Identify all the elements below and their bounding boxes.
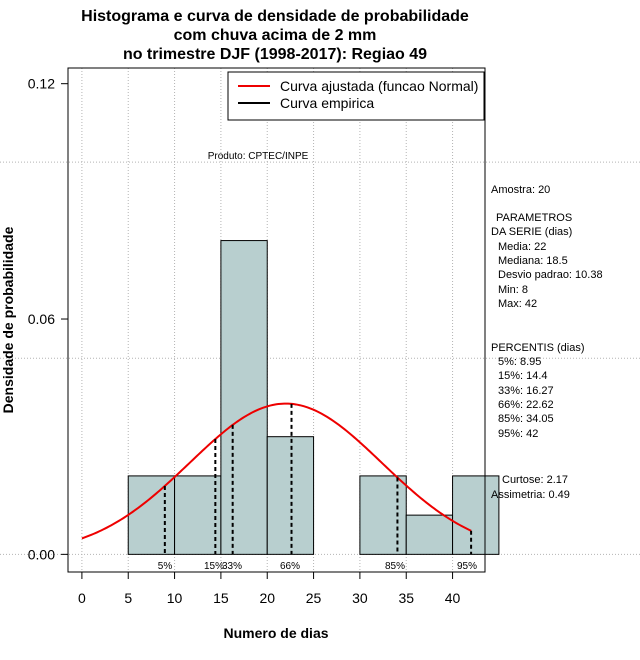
y-tick-label: 0.00 — [28, 546, 55, 562]
chart-title-line-1: Histograma e curva de densidade de proba… — [81, 8, 469, 25]
histogram-bar — [405, 514, 454, 555]
stat-max: Max: 42 — [498, 298, 537, 310]
y-tick-label: 0.12 — [28, 76, 55, 92]
stat-min: Min: 8 — [498, 284, 528, 296]
histogram-bar — [174, 475, 222, 555]
percentile-label: 95% — [457, 561, 477, 572]
stats-panel: Amostra: 20 PARAMETROS DA SERIE (dias) M… — [491, 184, 603, 501]
x-tick-label: 35 — [398, 590, 414, 606]
x-axis-label: Numero de dias — [223, 625, 328, 641]
y-axis-ticks: 0.00 0.06 0.12 — [28, 76, 68, 562]
histogram-bar — [359, 475, 407, 555]
histogram-bar — [266, 436, 315, 555]
x-tick-label: 0 — [78, 590, 86, 606]
stat-mediana: Mediana: 18.5 — [498, 255, 568, 267]
histogram-bar — [220, 240, 268, 555]
histogram-bars — [127, 240, 500, 555]
y-axis-label: Densidade de probabilidade — [0, 226, 16, 413]
histogram-bar — [452, 475, 500, 555]
stat-media: Media: 22 — [498, 241, 546, 253]
chart-title-line-2: com chuva acima de 2 mm — [174, 27, 377, 44]
stat-p5: 5%: 8.95 — [498, 356, 541, 368]
stat-p33: 33%: 16.27 — [498, 385, 554, 397]
stat-p66: 66%: 22.62 — [498, 399, 554, 411]
legend-label-empirical: Curva empirica — [280, 95, 374, 111]
stat-percentis-header: PERCENTIS (dias) — [491, 342, 585, 354]
stat-curtose: Curtose: 2.17 — [502, 474, 568, 486]
x-tick-label: 20 — [259, 590, 275, 606]
x-axis-ticks: 0 5 10 15 20 25 30 35 40 — [78, 572, 461, 606]
y-tick-label: 0.06 — [28, 311, 55, 327]
stat-assimetria: Assimetria: 0.49 — [491, 489, 570, 501]
stat-desvio: Desvio padrao: 10.38 — [498, 269, 603, 281]
chart-title-line-3: no trimestre DJF (1998-2017): Regiao 49 — [123, 46, 427, 63]
legend-label-fit: Curva ajustada (funcao Normal) — [280, 78, 478, 94]
histogram-bar — [127, 475, 176, 555]
stat-amostra: Amostra: 20 — [491, 184, 550, 196]
percentile-lines: 5% 15%33% 66% 85% 95% — [158, 403, 477, 572]
x-tick-label: 10 — [167, 590, 183, 606]
stat-params-subheader: DA SERIE (dias) — [491, 226, 572, 238]
normal-fit-curve — [81, 402, 472, 540]
plot-frame — [67, 67, 486, 573]
product-label: Produto: CPTEC/INPE — [208, 151, 309, 162]
x-tick-label: 30 — [352, 590, 368, 606]
normal-curve — [81, 402, 472, 540]
percentile-label: 33% — [222, 561, 242, 572]
x-tick-label: 25 — [306, 590, 322, 606]
legend: Curva ajustada (funcao Normal) Curva emp… — [227, 71, 485, 121]
legend-box — [227, 71, 485, 121]
percentile-label: 5% — [158, 561, 173, 572]
stat-p85: 85%: 34.05 — [498, 413, 554, 425]
percentile-label: 66% — [280, 561, 300, 572]
percentile-label: 15% — [204, 561, 224, 572]
x-tick-label: 15 — [213, 590, 229, 606]
x-tick-label: 5 — [124, 590, 132, 606]
stat-params-header: PARAMETROS — [496, 212, 572, 224]
stat-p95: 95%: 42 — [498, 428, 538, 440]
stat-p15: 15%: 14.4 — [498, 370, 548, 382]
percentile-label: 85% — [385, 561, 405, 572]
x-tick-label: 40 — [445, 590, 461, 606]
